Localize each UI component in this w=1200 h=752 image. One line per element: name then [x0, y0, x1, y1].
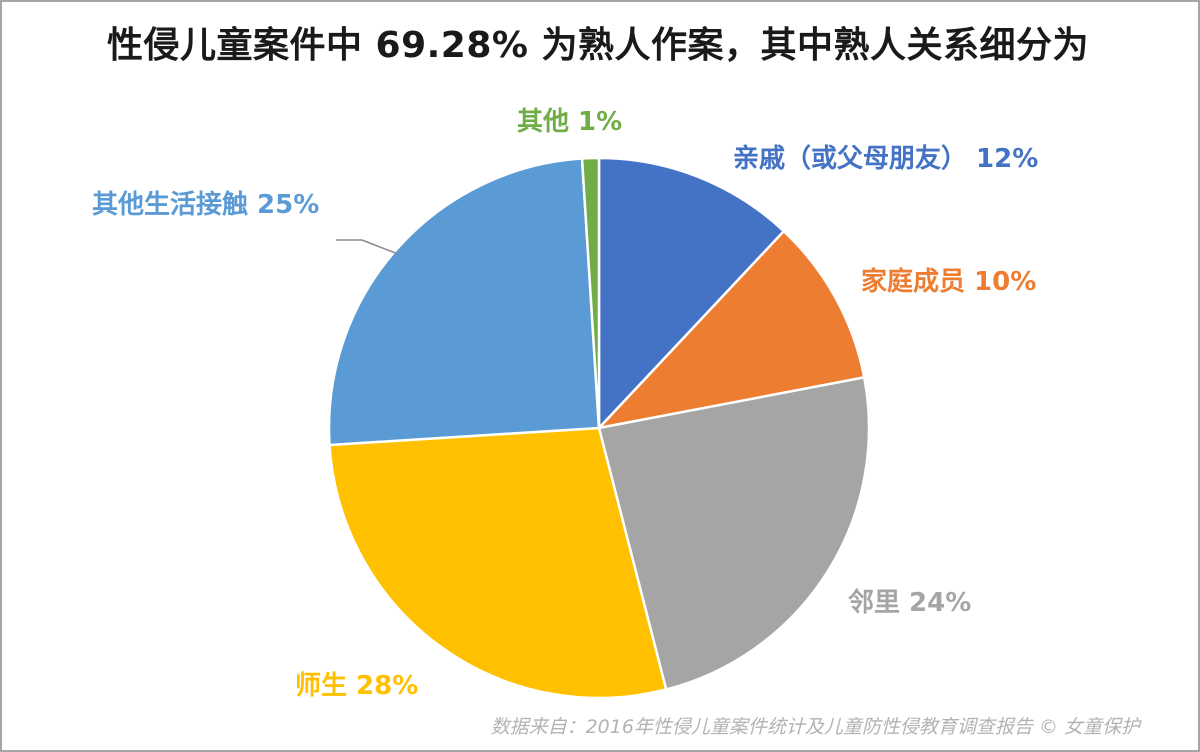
slice-neighbors [597, 376, 871, 691]
pie-slices [327, 156, 871, 700]
slice-teacher-student [328, 426, 668, 700]
slice-relatives-label: 亲戚（或父母朋友） 12% [733, 144, 1038, 174]
slice-relatives [597, 156, 786, 430]
slice-other [580, 156, 601, 430]
slice-family [597, 229, 866, 430]
slice-neighbors-label: 邻里 24% [848, 588, 971, 618]
slice-family-label: 家庭成员 10% [861, 266, 1036, 297]
source-note: 数据来自：2016年性侵儿童案件统计及儿童防性侵教育调查报告 © 女童保护 [490, 716, 1140, 738]
slice-other-contact-label: 其他生活接触 25% [92, 190, 319, 220]
leader-line-other-contact-diag [361, 239, 399, 255]
slice-other-label: 其他 1% [517, 107, 622, 137]
pie-labels: 亲戚（或父母朋友） 12% 家庭成员 10% 邻里 24% 师生 28% 其他生活接触 … [92, 107, 1038, 701]
chart-title: 性侵儿童案件中 69.28% 为熟人作案，其中熟人关系细分为 [106, 25, 1089, 66]
slice-other-contact [327, 157, 601, 447]
slice-teacher-student-label: 师生 28% [295, 671, 418, 701]
